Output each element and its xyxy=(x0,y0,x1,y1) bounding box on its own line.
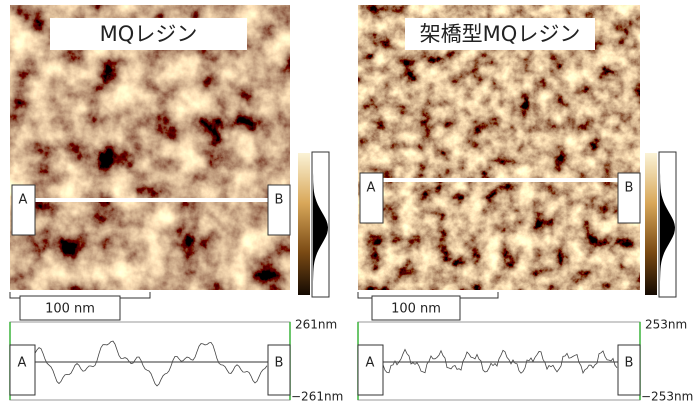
profile-top-label: 261nm xyxy=(295,318,337,332)
profile-label-b: B xyxy=(625,356,634,371)
panel-title: MQレジン xyxy=(100,22,198,46)
profile-box xyxy=(10,322,290,400)
profile-bottom-label: −253nm xyxy=(641,390,693,403)
profile-bottom-label: −261nm xyxy=(291,390,343,403)
label-a: A xyxy=(367,181,376,196)
label-b: B xyxy=(625,181,634,196)
label-b: B xyxy=(275,193,284,208)
profile-top-label: 253nm xyxy=(645,318,687,332)
panel-title: 架橋型MQレジン xyxy=(420,22,581,46)
scale-bar-label: 100 nm xyxy=(391,302,441,317)
color-bar xyxy=(298,153,310,295)
profile-label-a: A xyxy=(366,356,375,371)
scale-bar-label: 100 nm xyxy=(45,302,95,317)
color-bar xyxy=(645,153,657,295)
label-a: A xyxy=(19,193,28,208)
afm-figure: MQレジン A B 100 nm A B 261nm −261nm 架橋型MQレジン A B 100 … xyxy=(0,0,700,403)
profile-label-a: A xyxy=(18,356,27,371)
profile-label-b: B xyxy=(275,356,284,371)
